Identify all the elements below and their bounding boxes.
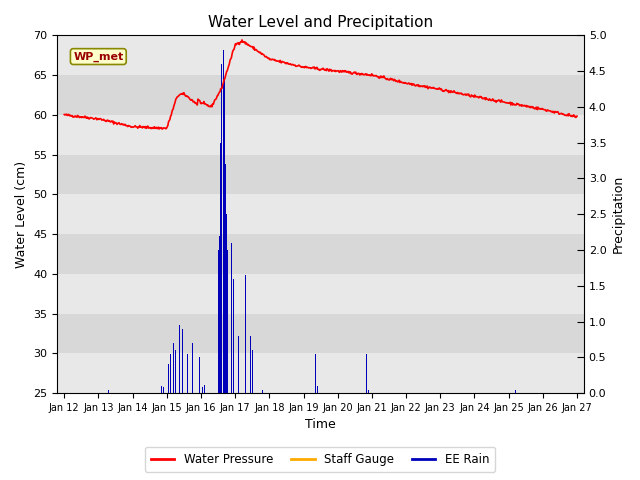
Bar <box>58 234 584 274</box>
Y-axis label: Precipitation: Precipitation <box>612 175 625 253</box>
Bar <box>58 155 584 194</box>
Bar <box>58 36 584 75</box>
Bar <box>58 274 584 313</box>
Bar <box>58 194 584 234</box>
X-axis label: Time: Time <box>305 419 336 432</box>
Bar <box>58 353 584 393</box>
Text: WP_met: WP_met <box>73 51 124 62</box>
Title: Water Level and Precipitation: Water Level and Precipitation <box>208 15 433 30</box>
Bar <box>58 75 584 115</box>
Legend: Water Pressure, Staff Gauge, EE Rain: Water Pressure, Staff Gauge, EE Rain <box>145 447 495 472</box>
Bar <box>58 115 584 155</box>
Bar <box>58 313 584 353</box>
Y-axis label: Water Level (cm): Water Level (cm) <box>15 161 28 268</box>
